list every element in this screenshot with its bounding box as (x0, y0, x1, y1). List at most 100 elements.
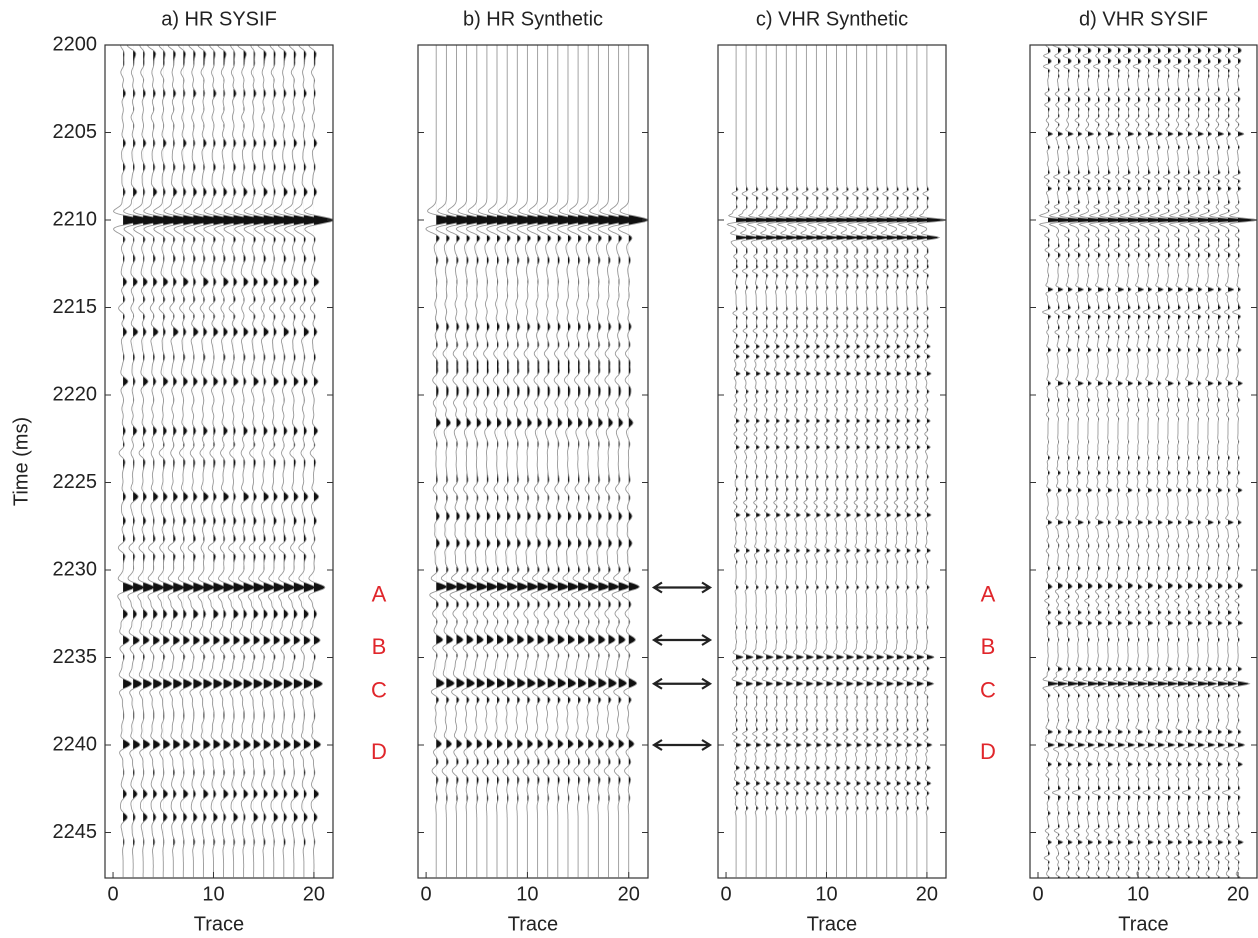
trace (263, 45, 295, 878)
x-axis-label: Trace (508, 913, 558, 935)
trace (1168, 45, 1199, 878)
trace-fill (253, 45, 274, 878)
trace (816, 45, 848, 878)
trace (233, 45, 264, 878)
traces (112, 45, 333, 878)
plot-frame (417, 44, 649, 879)
trace (776, 45, 808, 878)
trace (1158, 45, 1188, 878)
trace (897, 45, 928, 878)
trace (846, 45, 878, 878)
trace-fill (628, 45, 648, 878)
trace (213, 45, 244, 878)
plot-frame (104, 44, 334, 879)
trace (766, 45, 798, 878)
x-tick-label: 0 (720, 883, 731, 905)
annotation-label: D (371, 739, 387, 764)
trace (223, 45, 254, 878)
trace (1088, 45, 1119, 878)
y-tick-label: 2225 (53, 471, 98, 493)
y-tick-label: 2215 (53, 296, 98, 318)
arrow (651, 634, 713, 646)
trace (597, 45, 629, 878)
y-tick-label: 2235 (53, 646, 98, 668)
trace (536, 45, 568, 878)
trace (1048, 45, 1078, 878)
trace (1038, 45, 1069, 878)
trace-fill (313, 45, 333, 878)
trace (786, 45, 818, 878)
trace (455, 45, 487, 878)
annotation-label: B (981, 634, 996, 659)
trace (617, 45, 648, 878)
trace (736, 45, 768, 878)
trace (546, 45, 578, 878)
trace (826, 45, 858, 878)
y-tick-label: 2230 (53, 558, 98, 580)
trace-fill (1238, 45, 1257, 878)
x-tick-label: 0 (107, 883, 118, 905)
x-tick-label: 0 (421, 883, 432, 905)
trace (917, 45, 946, 878)
trace-fill (213, 45, 233, 878)
annotation-label: C (371, 678, 387, 703)
trace-fill (203, 45, 224, 878)
trace (506, 45, 538, 878)
trace (1078, 45, 1108, 878)
panel-title: a) HR SYSIF (161, 8, 277, 30)
trace (1118, 45, 1148, 878)
trace (183, 45, 214, 878)
trace (526, 45, 558, 878)
trace (856, 45, 888, 878)
trace (163, 45, 194, 878)
trace (425, 45, 457, 878)
trace (203, 45, 234, 878)
x-tick-label: 10 (1127, 883, 1149, 905)
trace (907, 45, 938, 878)
trace (193, 45, 224, 878)
x-axis-label: Trace (807, 913, 857, 935)
trace (445, 45, 477, 878)
trace (253, 45, 284, 878)
trace (867, 45, 898, 878)
trace-fill (263, 45, 284, 878)
x-tick-label: 20 (916, 883, 938, 905)
trace (273, 45, 304, 878)
y-tick-label: 2210 (53, 208, 98, 230)
plot-frame (1029, 44, 1258, 879)
trace (1188, 45, 1219, 878)
trace-fill (293, 45, 314, 878)
y-axis-label: Time (ms) (10, 417, 32, 506)
trace (123, 45, 154, 878)
trace-fill (233, 45, 254, 878)
trace (132, 45, 164, 878)
trace-fill (273, 45, 294, 878)
annotation-label: C (980, 678, 996, 703)
panel: a) HR SYSIF Trace Time (ms) 2200 2205 2210 221… (10, 8, 334, 935)
x-tick-label: 0 (1032, 883, 1043, 905)
trace (486, 45, 518, 878)
annotation-label: A (981, 581, 996, 606)
trace (435, 45, 467, 878)
trace (476, 45, 507, 878)
arrow (651, 581, 713, 594)
traces (425, 45, 648, 878)
panel-title: b) HR Synthetic (463, 8, 603, 30)
traces (1038, 45, 1257, 878)
trace (877, 45, 908, 878)
trace (806, 45, 838, 878)
annotation-label: A (372, 581, 387, 606)
trace (836, 45, 868, 878)
trace-fill (183, 45, 203, 878)
trace (496, 45, 528, 878)
trace (1178, 45, 1209, 878)
traces (726, 45, 946, 878)
trace-fill (133, 45, 153, 878)
trace (294, 45, 324, 878)
trace (152, 45, 184, 878)
trace (1068, 45, 1099, 878)
y-tick-label: 2200 (53, 33, 98, 55)
trace-fill (243, 45, 264, 878)
trace (726, 45, 758, 878)
trace (887, 45, 918, 878)
